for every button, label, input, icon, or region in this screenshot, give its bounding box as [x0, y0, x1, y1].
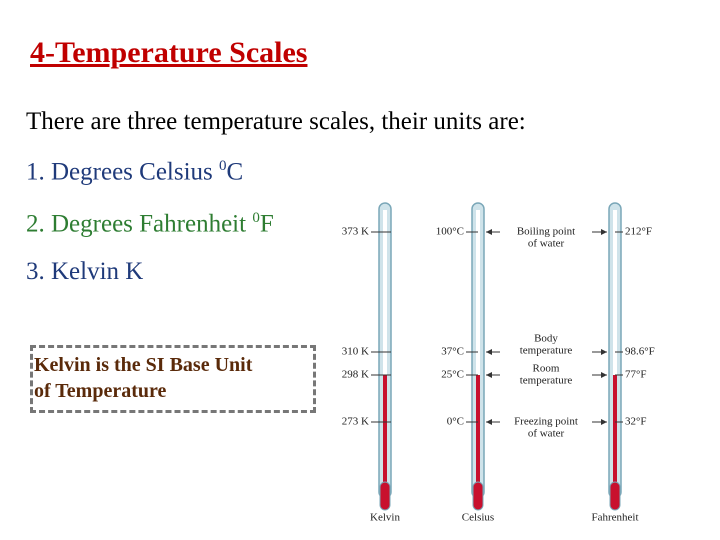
thermometer-name: Fahrenheit	[591, 512, 638, 524]
level-label: of water	[528, 428, 565, 440]
level-label: temperature	[520, 345, 573, 357]
level-label: temperature	[520, 375, 573, 387]
arrow-head	[601, 372, 607, 378]
fahrenheit-label: 98.6°F	[625, 346, 655, 358]
arrow-head	[486, 229, 492, 235]
title: 4-Temperature Scales	[30, 36, 308, 69]
note-line: of Temperature	[34, 380, 167, 402]
bulb	[379, 481, 391, 511]
item-text: 1. Degrees Celsius	[26, 158, 220, 186]
mercury	[476, 375, 480, 490]
kelvin-label: 273 K	[342, 416, 369, 428]
celsius-label: 25°C	[441, 369, 464, 381]
tube-bore	[476, 210, 480, 490]
arrow-head	[486, 419, 492, 425]
list-item: 2. Degrees Fahrenheit 0F	[26, 210, 274, 238]
note-line: Kelvin is the SI Base Unit	[34, 354, 253, 376]
arrow-head	[601, 229, 607, 235]
mercury	[613, 375, 617, 490]
bulb	[609, 481, 621, 511]
bulb	[472, 481, 484, 511]
celsius-label: 37°C	[441, 346, 464, 358]
level-label: Boiling point	[517, 226, 575, 238]
fahrenheit-label: 77°F	[625, 369, 647, 381]
tube-bore	[613, 210, 617, 490]
level-label: Room	[533, 363, 560, 375]
list-item: 3. Kelvin K	[26, 258, 143, 286]
note: Kelvin is the SI Base Unit of Temperature	[34, 352, 252, 404]
kelvin-label: 310 K	[342, 346, 369, 358]
superscript: 0	[219, 158, 227, 174]
level-label: Freezing point	[514, 416, 578, 428]
celsius-label: 100°C	[436, 226, 464, 238]
fahrenheit-label: 212°F	[625, 226, 652, 238]
intro: There are three temperature scales, thei…	[26, 108, 526, 135]
kelvin-label: 373 K	[342, 226, 369, 238]
arrow-head	[486, 372, 492, 378]
fahrenheit-label: 32°F	[625, 416, 647, 428]
celsius-label: 0°C	[447, 416, 464, 428]
unit: F	[259, 210, 274, 238]
unit: C	[226, 158, 244, 186]
level-label: of water	[528, 238, 565, 250]
tube-bore	[383, 210, 387, 490]
item-text: 2. Degrees Fahrenheit	[26, 210, 253, 238]
mercury	[383, 375, 387, 490]
level-label: Body	[534, 333, 558, 345]
arrow-head	[601, 419, 607, 425]
thermometer-name: Kelvin	[370, 512, 400, 524]
arrow-head	[486, 349, 492, 355]
arrow-head	[601, 349, 607, 355]
note-box	[30, 345, 316, 413]
list-item: 1. Degrees Celsius 0C	[26, 158, 243, 186]
superscript: 0	[252, 210, 260, 226]
item-text: 3. Kelvin K	[26, 258, 144, 285]
thermometer-name: Celsius	[462, 512, 494, 524]
kelvin-label: 298 K	[342, 369, 369, 381]
